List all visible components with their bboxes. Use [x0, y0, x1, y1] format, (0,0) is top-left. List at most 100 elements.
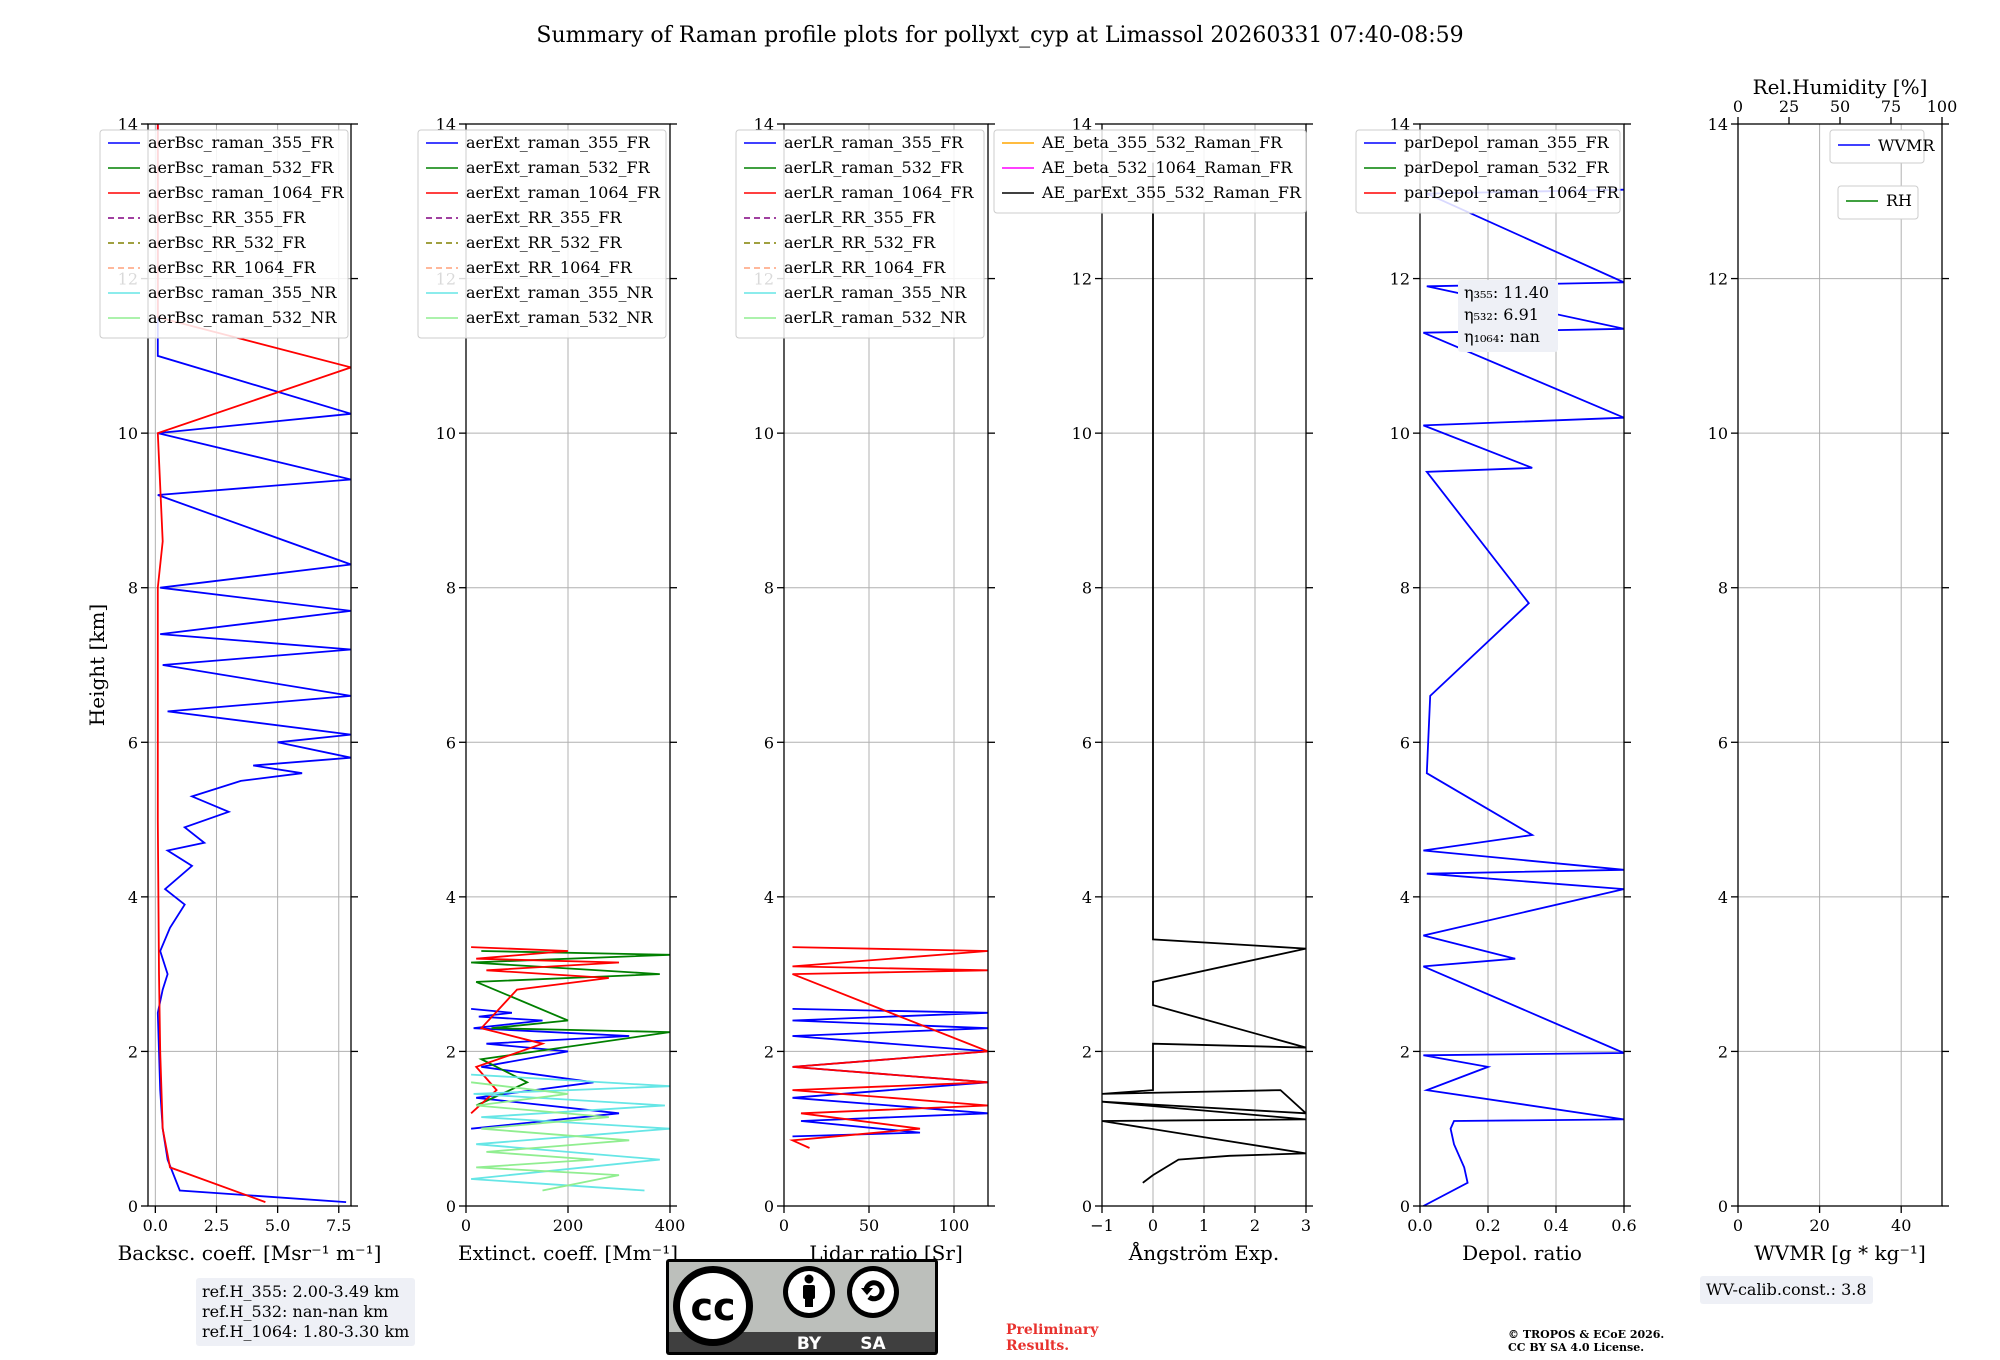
- top-x-tick-label-0: 0: [1733, 97, 1743, 116]
- wv-calib-box: WV-calib.const.: 3.8: [1700, 1276, 1873, 1304]
- y-tick-label-2-4: 8: [764, 579, 774, 598]
- y-tick-label-5-0: 0: [1718, 1197, 1728, 1216]
- y-tick-label-5-1: 2: [1718, 1042, 1728, 1061]
- x-tick-label-3-3: 2: [1250, 1216, 1260, 1235]
- legend-label-1-1: aerExt_raman_532_FR: [466, 158, 651, 177]
- y-tick-label-4-1: 2: [1400, 1042, 1410, 1061]
- top-x-tick-label-3: 75: [1881, 97, 1901, 116]
- y-tick-label-2-2: 4: [764, 888, 774, 907]
- legend-label-0-0: aerBsc_raman_355_FR: [148, 133, 334, 152]
- series-lidar_ratio-0: [792, 1008, 988, 1138]
- y-axis-label: Height [km]: [85, 604, 109, 726]
- ref-height-532: ref.H_532: nan-nan km: [202, 1302, 389, 1321]
- x-tick-label-2-2: 100: [939, 1216, 970, 1235]
- legend-label-2-6: aerLR_raman_355_NR: [784, 283, 967, 302]
- x-axis-label-backscatter: Backsc. coeff. [Msr⁻¹ m⁻¹]: [118, 1241, 382, 1265]
- series-extinction-1: [471, 950, 670, 1107]
- panel-extinction: 024681012140200400Extinct. coeff. [Mm⁻¹]…: [417, 115, 685, 1265]
- copyright-line-2: CC BY SA 4.0 License.: [1508, 1341, 1645, 1354]
- y-tick-label-4-4: 8: [1400, 579, 1410, 598]
- x-tick-label-3-4: 3: [1301, 1216, 1311, 1235]
- x-tick-label-0-2: 5.0: [265, 1216, 290, 1235]
- y-tick-label-3-4: 8: [1082, 579, 1092, 598]
- x-tick-label-5-2: 40: [1891, 1216, 1911, 1235]
- x-tick-label-1-1: 200: [553, 1216, 584, 1235]
- y-tick-label-2-0: 0: [764, 1197, 774, 1216]
- legend-label-2-5: aerLR_RR_1064_FR: [784, 258, 946, 277]
- legend-label-2-3: aerLR_RR_355_FR: [784, 208, 936, 227]
- ref-height-box: ref.H_355: 2.00-3.49 km ref.H_532: nan-n…: [196, 1278, 416, 1346]
- y-tick-label-0-2: 4: [128, 888, 138, 907]
- series-lidar_ratio-1: [789, 946, 988, 1149]
- legend-label-0-4: aerBsc_RR_532_FR: [148, 233, 306, 252]
- legend-box-2: [735, 129, 985, 339]
- y-tick-label-3-7: 14: [1072, 115, 1092, 134]
- ref-height-1064: ref.H_1064: 1.80-3.30 km: [202, 1322, 410, 1341]
- y-tick-label-0-1: 2: [128, 1042, 138, 1061]
- y-tick-label-4-6: 12: [1390, 270, 1410, 289]
- y-tick-label-1-5: 10: [436, 424, 456, 443]
- y-tick-label-3-3: 6: [1082, 733, 1092, 752]
- legend-label-wvmr: WVMR: [1878, 136, 1935, 155]
- legend-label-0-3: aerBsc_RR_355_FR: [148, 208, 306, 227]
- legend-box-3: [993, 129, 1307, 214]
- y-tick-label-1-2: 4: [446, 888, 456, 907]
- eta-1064-label: η₁₀₆₄: nan: [1464, 327, 1540, 346]
- legend-label-3-0: AE_beta_355_532_Raman_FR: [1041, 133, 1283, 152]
- y-tick-label-4-7: 14: [1390, 115, 1410, 134]
- cc-license-badge: cc BY SA: [666, 1259, 938, 1355]
- top-x-tick-label-2: 50: [1830, 97, 1850, 116]
- panel-lidar_ratio: 02468101214050100Lidar ratio [Sr]aerLR_r…: [735, 115, 995, 1265]
- legend-label-4-1: parDepol_raman_532_FR: [1404, 158, 1610, 177]
- x-tick-label-4-3: 0.6: [1611, 1216, 1636, 1235]
- copyright-line-1: © TROPOS & ECoE 2026.: [1508, 1328, 1665, 1341]
- x-axis-label-extinction: Extinct. coeff. [Mm⁻¹]: [458, 1241, 678, 1265]
- x-tick-label-4-2: 0.4: [1543, 1216, 1568, 1235]
- x-axis-label-angstrom: Ångström Exp.: [1128, 1240, 1279, 1265]
- y-tick-label-4-5: 10: [1390, 424, 1410, 443]
- y-tick-label-1-4: 8: [446, 579, 456, 598]
- x-tick-label-5-0: 0: [1733, 1216, 1743, 1235]
- x-tick-label-3-0: −1: [1090, 1216, 1114, 1235]
- preliminary-line-2: Results.: [1006, 1338, 1070, 1354]
- y-tick-label-2-3: 6: [764, 733, 774, 752]
- x-axis-label-wvmr: WVMR [g * kg⁻¹]: [1754, 1241, 1926, 1265]
- by-label: BY: [797, 1334, 822, 1354]
- legend-label-4-2: parDepol_raman_1064_FR: [1404, 183, 1620, 202]
- legend-box-wvmr: [1829, 129, 1925, 164]
- legend-label-1-2: aerExt_raman_1064_FR: [466, 183, 661, 202]
- legend-label-4-0: parDepol_raman_355_FR: [1404, 133, 1610, 152]
- y-tick-label-1-7: 14: [436, 115, 456, 134]
- x-tick-label-0-3: 7.5: [326, 1216, 351, 1235]
- y-tick-label-0-5: 10: [118, 424, 138, 443]
- x-axis-label-depolarization: Depol. ratio: [1462, 1241, 1582, 1265]
- series-backscatter-1: [156, 124, 351, 1203]
- y-tick-label-1-3: 6: [446, 733, 456, 752]
- y-tick-label-5-2: 4: [1718, 888, 1728, 907]
- legend-box-0: [99, 129, 349, 339]
- y-tick-label-0-3: 6: [128, 733, 138, 752]
- top-x-tick-label-4: 100: [1927, 97, 1958, 116]
- axes-frame-5: [1737, 123, 1943, 1207]
- axes-frame-4: [1419, 123, 1625, 1207]
- y-tick-label-0-0: 0: [128, 1197, 138, 1216]
- series-depolarization-0: [1422, 188, 1624, 1206]
- y-tick-label-2-1: 2: [764, 1042, 774, 1061]
- x-tick-label-2-0: 0: [779, 1216, 789, 1235]
- x-tick-label-3-2: 1: [1199, 1216, 1209, 1235]
- legend-label-1-5: aerExt_RR_1064_FR: [466, 258, 633, 277]
- y-tick-label-5-7: 14: [1708, 115, 1728, 134]
- legend-box-1: [417, 129, 667, 339]
- legend-label-0-1: aerBsc_raman_532_FR: [148, 158, 334, 177]
- legend-label-2-2: aerLR_raman_1064_FR: [784, 183, 974, 202]
- x-tick-label-5-1: 20: [1809, 1216, 1829, 1235]
- preliminary-line-1: Preliminary: [1006, 1322, 1099, 1338]
- y-tick-label-2-5: 10: [754, 424, 774, 443]
- copyright-note: © TROPOS & ECoE 2026. CC BY SA 4.0 Licen…: [1508, 1328, 1664, 1354]
- y-tick-label-2-7: 14: [754, 115, 774, 134]
- y-tick-label-5-6: 12: [1708, 270, 1728, 289]
- legend-box-rh: [1837, 185, 1919, 220]
- legend-label-1-6: aerExt_raman_355_NR: [466, 283, 654, 302]
- y-tick-label-4-2: 4: [1400, 888, 1410, 907]
